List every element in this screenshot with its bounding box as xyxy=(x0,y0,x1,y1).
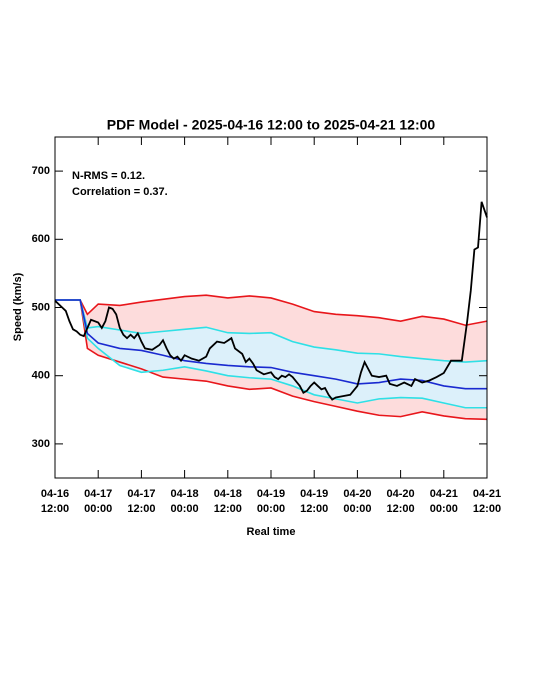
series-line xyxy=(55,294,488,327)
series-line xyxy=(55,299,487,409)
x-tick-label: 04-19 xyxy=(257,488,285,500)
x-tick-label: 04-18 xyxy=(214,488,242,500)
x-tick-label: 00:00 xyxy=(84,503,112,515)
x-tick-label: 00:00 xyxy=(257,503,285,515)
annotation: N-RMS = 0.12. xyxy=(72,170,145,182)
x-tick-label: 04-20 xyxy=(343,488,371,500)
x-tick-label: 00:00 xyxy=(171,503,199,515)
y-tick-label: 700 xyxy=(32,165,50,177)
series-line xyxy=(55,299,488,363)
x-axis-label: Real time xyxy=(247,526,296,538)
x-tick-label: 12:00 xyxy=(214,503,242,515)
x-tick-label: 00:00 xyxy=(430,503,458,515)
band xyxy=(55,299,487,408)
y-tick-label: 600 xyxy=(32,233,50,245)
series-line xyxy=(55,299,488,421)
x-tick-label: 00:00 xyxy=(343,503,371,515)
x-tick-label: 04-18 xyxy=(171,488,199,500)
x-tick-label: 04-21 xyxy=(430,488,458,500)
chart-title: PDF Model - 2025-04-16 12:00 to 2025-04-… xyxy=(107,117,436,133)
x-tick-label: 04-21 xyxy=(473,488,501,500)
x-tick-label: 12:00 xyxy=(473,503,501,515)
series-line xyxy=(54,201,488,401)
x-tick-label: 04-20 xyxy=(387,488,415,500)
series-line xyxy=(55,299,487,390)
x-tick-label: 12:00 xyxy=(387,503,415,515)
x-tick-label: 12:00 xyxy=(300,503,328,515)
y-tick-label: 400 xyxy=(32,370,50,382)
x-tick-label: 04-19 xyxy=(300,488,328,500)
y-tick-label: 500 xyxy=(32,301,50,313)
y-tick-label: 300 xyxy=(32,438,50,450)
x-tick-label: 04-17 xyxy=(84,488,112,500)
x-tick-label: 04-17 xyxy=(127,488,155,500)
x-tick-label: 12:00 xyxy=(41,503,69,515)
x-tick-label: 04-16 xyxy=(41,488,69,500)
annotation: Correlation = 0.37. xyxy=(72,186,168,198)
y-axis-label: Speed (km/s) xyxy=(12,272,24,341)
x-tick-label: 12:00 xyxy=(127,503,155,515)
